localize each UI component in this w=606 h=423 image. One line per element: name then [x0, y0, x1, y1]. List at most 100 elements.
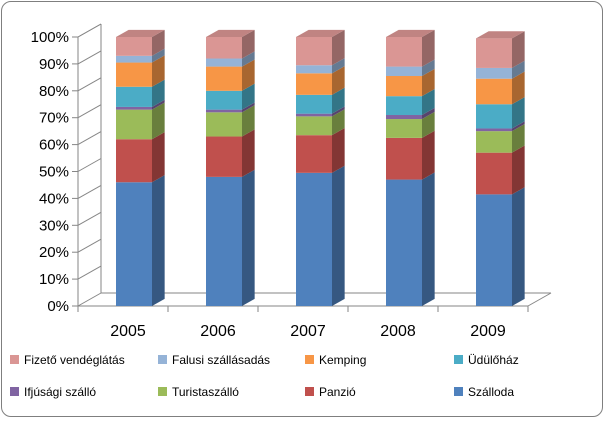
bar-segment [476, 187, 525, 306]
bar-segment [386, 29, 435, 67]
legend-swatch [454, 387, 463, 396]
bar-side [422, 111, 435, 138]
legend-swatch [305, 387, 314, 396]
bar-side [152, 79, 165, 107]
bar-side [512, 121, 525, 132]
bar-segment [206, 83, 255, 110]
bar-side [152, 99, 165, 110]
bar-segment [206, 129, 255, 177]
bar-segment [386, 89, 435, 116]
y-tick-label: 0% [47, 298, 69, 315]
bar-front [206, 109, 242, 113]
legend: Fizető vendéglátás Falusi szállásadás Kemp… [10, 353, 519, 399]
legend-swatch [454, 355, 463, 364]
bar-front [296, 116, 332, 136]
bar-segment [386, 130, 435, 180]
bar-top [476, 31, 525, 39]
bar-front [206, 66, 242, 91]
bar-segment [206, 51, 255, 67]
bar-front [296, 73, 332, 95]
bars [116, 29, 525, 306]
stacked-bar-chart: 2005 2006 2007 2008 2009 0% 10% 20% 30% 40% 50% 60… [10, 23, 552, 399]
bar-front [206, 90, 242, 110]
bar-front [386, 119, 422, 138]
bar-segment [476, 121, 525, 132]
x-tick-label: 2008 [380, 323, 416, 340]
bar-front [476, 38, 512, 68]
legend-item: Panzió [305, 385, 356, 399]
x-tick-label: 2006 [200, 323, 236, 340]
bar-segment [386, 59, 435, 77]
legend-item: Falusi szállásadás [158, 353, 270, 367]
bar-front [116, 109, 152, 140]
bar-side [332, 66, 345, 95]
bar-side [332, 87, 345, 114]
bar-segment [206, 59, 255, 91]
bar-side [512, 145, 525, 195]
bar-segment [476, 124, 525, 153]
bar-side [332, 109, 345, 136]
bar-front [386, 179, 422, 306]
y-tick-label: 60% [39, 137, 69, 154]
bar-side [152, 48, 165, 63]
bar-front [116, 106, 152, 110]
bar-segment [296, 165, 345, 306]
bar-side [152, 175, 165, 306]
bar-top [206, 29, 255, 37]
bar-segment [296, 58, 345, 74]
bar-segment [116, 48, 165, 63]
bar-front [386, 66, 422, 77]
y-tick-label: 40% [39, 190, 69, 207]
bar-side [242, 102, 255, 113]
y-wall-tick [77, 238, 102, 253]
bar-stack-2005 [116, 29, 165, 306]
bar-front [296, 65, 332, 74]
bar-side [332, 165, 345, 306]
y-wall-tick [77, 23, 102, 38]
bar-front [476, 104, 512, 129]
bar-side [512, 97, 525, 129]
legend-item: Fizető vendéglátás [10, 353, 125, 367]
bar-front [116, 139, 152, 183]
bar-side [332, 29, 345, 66]
bar-side [242, 59, 255, 91]
bar-stack-2006 [206, 29, 255, 306]
x-tick-labels: 2005 2006 2007 2008 2009 [110, 323, 506, 340]
bar-top [386, 29, 435, 37]
bar-front [206, 136, 242, 177]
bar-front [206, 58, 242, 67]
bar-front [476, 128, 512, 132]
bar-segment [386, 172, 435, 306]
y-wall-tick [77, 77, 102, 92]
y-tick-label: 100% [31, 29, 69, 46]
chart-frame: 2005 2006 2007 2008 2009 0% 10% 20% 30% 40% 50% 60… [1, 1, 603, 417]
legend-label: Falusi szállásadás [172, 353, 270, 367]
bar-side [332, 128, 345, 173]
bar-front [206, 112, 242, 137]
legend-label: Panzió [319, 385, 356, 399]
bar-segment [116, 132, 165, 183]
bar-side [152, 29, 165, 56]
y-wall-tick [77, 265, 102, 280]
y-tick-label: 10% [39, 271, 69, 288]
bar-front [476, 67, 512, 79]
bar-segment [206, 169, 255, 306]
bar-top [296, 29, 345, 37]
bar-segment [476, 97, 525, 129]
bar-segment [476, 31, 525, 68]
bar-side [422, 107, 435, 120]
bar-segment [296, 29, 345, 66]
bar-side [332, 58, 345, 74]
legend-item: Szálloda [454, 385, 514, 399]
bar-side [512, 71, 525, 105]
legend-swatch [10, 387, 19, 396]
bar-stack-2009 [476, 31, 525, 306]
bar-top [116, 29, 165, 37]
floor-right-edge [527, 292, 552, 307]
bar-side [422, 89, 435, 116]
bar-stack-2007 [296, 29, 345, 306]
legend-item: Turistaszálló [158, 385, 239, 399]
legend-item: Kemping [305, 353, 366, 367]
legend-label: Fizető vendéglátás [24, 353, 125, 367]
bar-front [296, 113, 332, 117]
